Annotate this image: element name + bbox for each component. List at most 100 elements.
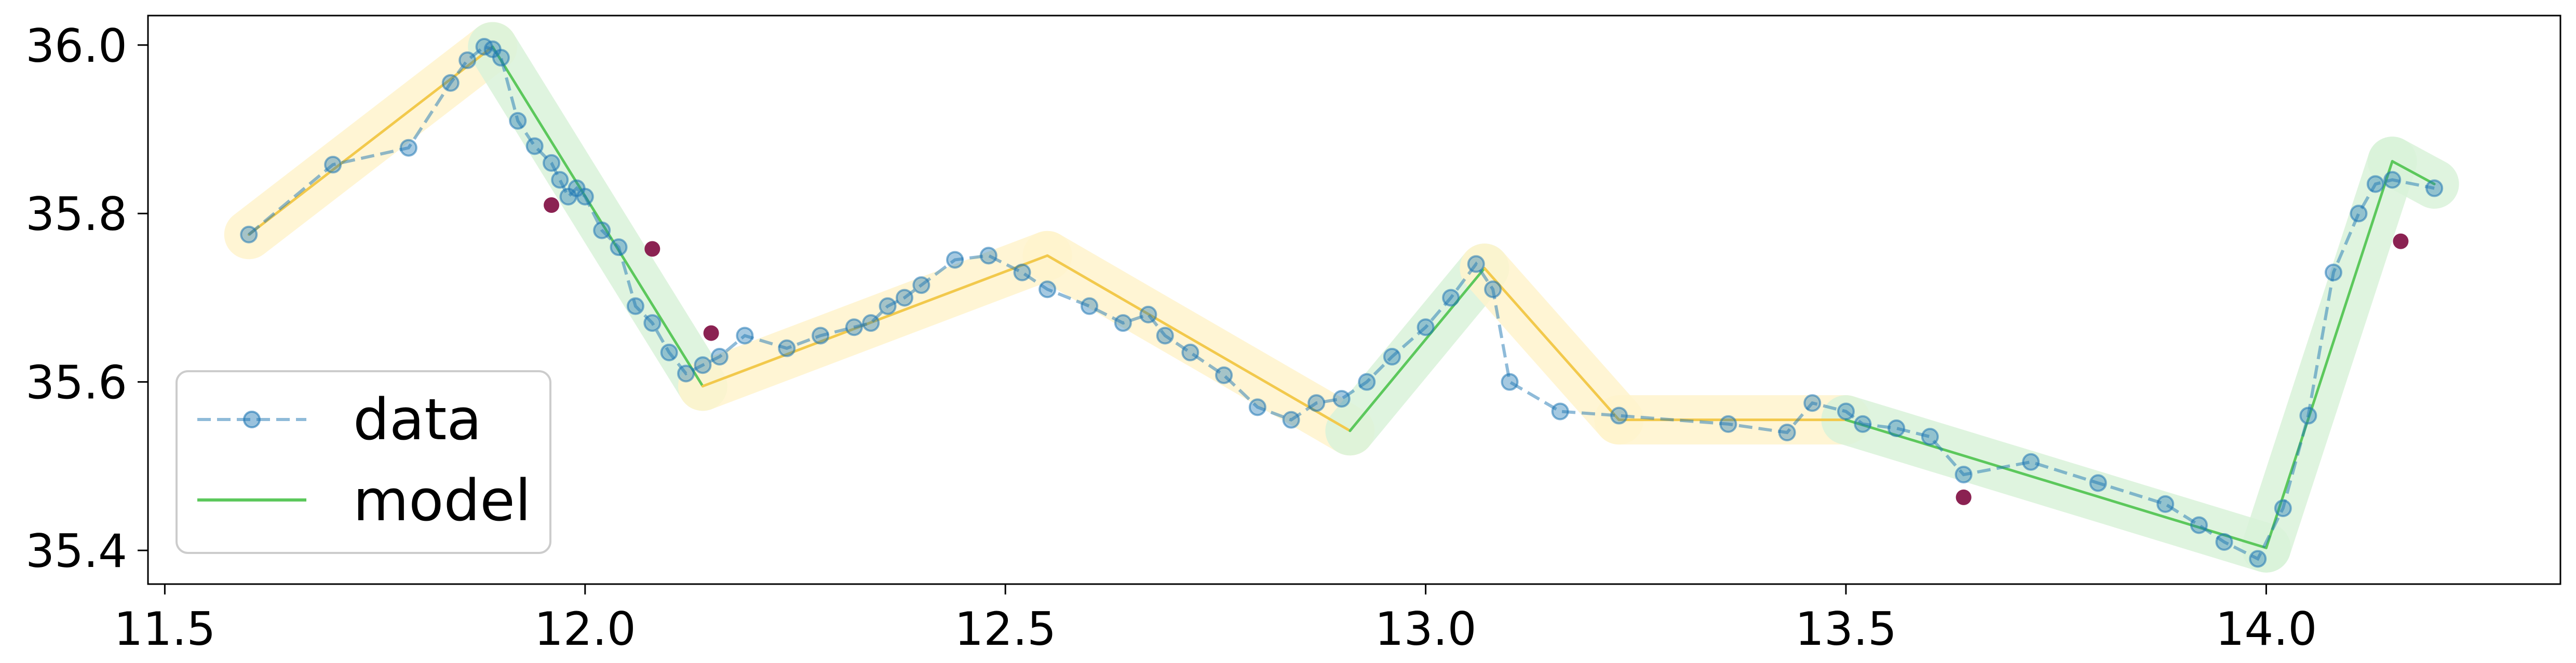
data-point [1501,373,1519,391]
model-segment-5 [1483,267,1621,422]
x-tick-label: 12.5 [954,602,1056,656]
data-point [324,156,342,174]
model-segment-1 [491,45,704,388]
outlier-point [544,197,560,213]
data-point [2366,175,2384,193]
data-point [1719,415,1737,433]
data-point [1954,466,1973,484]
legend-data-label: data [353,386,482,453]
data-point [1467,255,1485,273]
x-tick-label: 11.5 [114,602,215,656]
data-point [1887,419,1906,437]
data-point [1778,424,1796,441]
data-point [1358,373,1376,391]
data-point [1248,398,1266,416]
data-point [1282,411,1300,429]
data-point [710,348,729,366]
outlier-point [1955,489,1972,505]
data-point-layer [240,38,2444,568]
outlier-point [703,325,719,341]
legend-data-marker [243,411,261,428]
data-point [895,289,913,307]
data-point [492,49,510,67]
data-point [2350,205,2368,223]
data-point [1181,343,1199,361]
data-point [2089,474,2107,492]
model-segment-3 [1046,254,1352,432]
data-point [2324,263,2342,281]
data-point [1551,402,1569,421]
model-segment-8 [2264,160,2394,549]
data-point [399,139,417,157]
data-point [1013,263,1031,281]
data-point [694,356,712,374]
data-point [1442,289,1460,307]
data-point [912,276,930,294]
data-point [862,314,880,332]
data-point [240,225,258,243]
data-point [1332,390,1351,408]
data-point [2299,407,2317,425]
data-point [660,343,678,361]
data-point [509,112,527,130]
data-point [1854,415,1872,433]
outlier-point-layer [544,197,2409,505]
x-tick-label: 14.0 [2215,602,2317,656]
data-point [1139,305,1157,323]
model-segment-0 [247,45,494,236]
data-point [551,171,569,189]
data-point [626,297,644,315]
data-point [2383,171,2402,189]
data-point [736,327,754,345]
data-point [1081,297,1099,315]
data-point [1215,366,1233,384]
data-point [1610,407,1628,425]
data-point [2022,453,2040,471]
data-point [1307,394,1326,412]
data-point [879,297,897,315]
data-point [1039,280,1057,299]
data-point [441,74,460,92]
data-point [2425,179,2444,197]
data-point [593,221,611,239]
data-point [845,318,863,336]
outlier-point [2393,233,2409,249]
y-tick-label: 35.8 [25,187,127,241]
axes: 11.5 12.0 12.5 13.0 13.5 14.0 35.4 35.6 35.8 36.0 [25,15,2561,656]
data-point [2156,495,2175,513]
x-tick-label: 13.0 [1375,602,1477,656]
data-point [525,137,544,155]
legend-model-label: model [353,467,531,534]
data-point [946,251,964,269]
x-tick-label: 13.5 [1795,602,1897,656]
data-point [677,364,695,383]
data-point [576,187,594,206]
data-point [1156,327,1174,345]
data-point [1417,318,1435,336]
model-segment-4 [1348,267,1486,432]
data-point [812,327,830,345]
model-line-layer [247,45,2436,549]
model-segment-7 [1844,418,2268,549]
data-point [2274,499,2292,517]
data-point [543,154,561,172]
y-tick-label: 35.6 [25,356,127,410]
data-point [1803,394,1822,412]
data-point [979,247,997,265]
legend: data model [176,370,551,554]
model-segment-9 [2391,160,2436,185]
plot-frame [147,15,2561,585]
legend-frame [176,370,551,554]
y-tick-label: 35.4 [25,524,127,578]
data-point [1921,428,1939,446]
data-point [1383,348,1401,366]
data-point [2190,516,2208,534]
outlier-point [644,241,660,257]
x-tick-label: 12.0 [534,602,636,656]
data-point [1837,402,1855,421]
y-tick-label: 36.0 [25,19,127,73]
data-point [1484,280,1502,299]
data-point [2249,550,2267,568]
data-point [610,238,628,256]
